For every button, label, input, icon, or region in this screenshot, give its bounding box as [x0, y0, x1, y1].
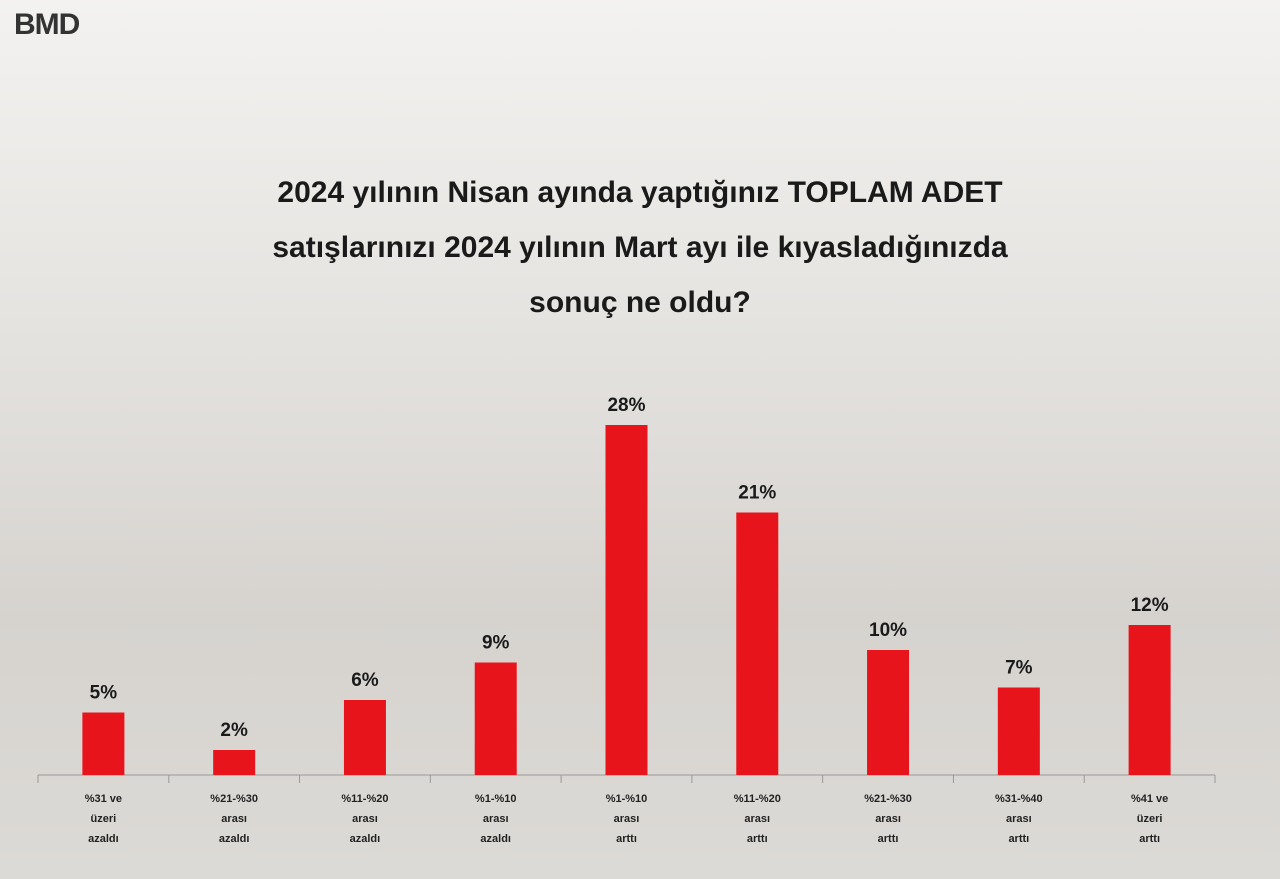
x-tick-label: %31-%40 arası arttı	[994, 793, 1043, 845]
chart-title: 2024 yılının Nisan ayında yaptığınız TOP…	[272, 176, 1008, 319]
value-label: 7%	[1005, 658, 1033, 679]
bar	[1128, 625, 1171, 775]
x-tick-label: %21-%30 arası arttı	[864, 793, 912, 845]
bar	[343, 700, 386, 775]
bar	[82, 712, 125, 775]
bar	[605, 425, 648, 775]
bar	[736, 512, 779, 775]
bar	[474, 662, 517, 775]
logo: BMD	[14, 8, 80, 41]
bar	[997, 687, 1040, 775]
value-label: 21%	[738, 483, 776, 504]
x-tick-label: %11-%20 arası arttı	[733, 793, 781, 845]
value-label: 6%	[351, 670, 379, 691]
value-label: 9%	[482, 633, 510, 654]
value-label: 5%	[90, 683, 118, 704]
bar	[213, 750, 256, 775]
value-label: 12%	[1131, 595, 1169, 616]
value-label: 2%	[220, 720, 248, 741]
value-label: 10%	[869, 620, 907, 641]
x-tick-label: %41 ve üzeri arttı	[1130, 793, 1169, 845]
x-tick-label: %21-%30 arası azaldı	[210, 793, 258, 845]
x-tick-label: %31 ve üzeri azaldı	[84, 793, 123, 845]
x-tick-label: %11-%20 arası azaldı	[341, 793, 389, 845]
value-label: 28%	[607, 395, 645, 416]
x-tick-label: %1-%10 arası azaldı	[474, 793, 517, 845]
bar	[867, 650, 910, 775]
x-tick-label: %1-%10 arası arttı	[605, 793, 648, 845]
